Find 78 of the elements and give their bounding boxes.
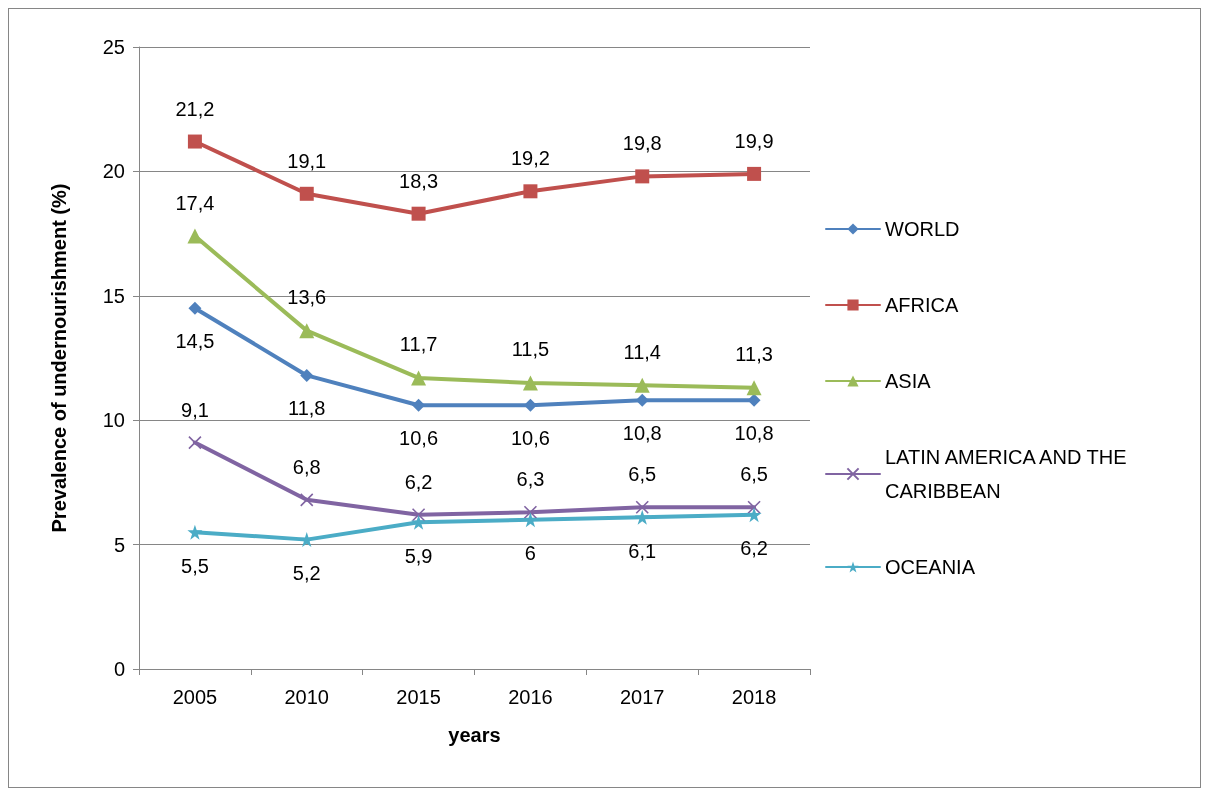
point xyxy=(522,375,538,391)
point xyxy=(522,512,538,528)
point xyxy=(187,524,203,540)
legend-label: LATIN AMERICA AND THE CARIBBEAN xyxy=(885,446,1133,502)
data-label: 6,3 xyxy=(516,468,545,491)
legend-label: ASIA xyxy=(885,370,932,392)
data-label: 13,6 xyxy=(287,286,327,309)
data-label: 6,2 xyxy=(404,470,433,493)
point xyxy=(411,206,426,221)
data-label: 18,3 xyxy=(399,169,439,192)
point xyxy=(523,505,538,520)
point xyxy=(188,301,202,315)
x-tick-label: 2016 xyxy=(508,686,553,708)
y-axis-title: Prevalence of undernourishment (%) xyxy=(48,183,70,533)
point xyxy=(634,377,650,393)
point xyxy=(747,500,761,515)
data-label: 21,2 xyxy=(175,97,215,120)
point xyxy=(635,393,649,407)
x-tick-label: 2005 xyxy=(172,686,218,708)
point xyxy=(523,184,538,199)
point xyxy=(411,370,427,386)
data-label: 5,2 xyxy=(292,562,321,585)
point xyxy=(300,368,314,382)
data-label: 10,8 xyxy=(622,421,662,444)
legend-label: WORLD xyxy=(885,218,960,240)
point xyxy=(299,323,315,339)
data-label: 6,5 xyxy=(628,463,657,486)
point xyxy=(635,500,650,515)
point xyxy=(635,169,650,184)
y-tick-label: 20 xyxy=(102,160,125,183)
data-label: 14,5 xyxy=(175,329,215,352)
data-label: 11,8 xyxy=(288,396,326,419)
data-label: 9,1 xyxy=(181,398,209,421)
point xyxy=(523,398,537,412)
point xyxy=(746,380,762,396)
x-tick-label: 2018 xyxy=(731,686,777,708)
data-label: 19,8 xyxy=(622,132,662,155)
data-label: 11,3 xyxy=(735,343,773,366)
y-tick-label: 5 xyxy=(113,533,125,556)
x-tick-label: 2010 xyxy=(284,686,329,708)
data-label: 19,9 xyxy=(734,129,774,152)
data-label: 6 xyxy=(524,542,536,565)
x-axis-title: years xyxy=(448,724,501,746)
data-label: 6,2 xyxy=(740,537,768,560)
data-label: 10,8 xyxy=(734,421,774,444)
data-label: 17,4 xyxy=(175,191,215,214)
point xyxy=(746,507,762,523)
x-tick-label: 2017 xyxy=(620,686,665,708)
point xyxy=(412,398,426,412)
y-tick-label: 15 xyxy=(102,284,125,307)
point xyxy=(187,134,202,149)
data-label: 6,1 xyxy=(628,539,657,562)
data-label: 10,6 xyxy=(510,426,550,449)
data-label: 19,2 xyxy=(510,147,550,170)
data-label: 6,8 xyxy=(292,456,321,479)
y-tick-label: 10 xyxy=(102,409,125,432)
data-label: 5,5 xyxy=(181,554,209,577)
point xyxy=(188,435,202,450)
point xyxy=(747,393,761,407)
y-tick-label: 0 xyxy=(113,658,125,680)
point xyxy=(411,514,427,530)
data-label: 5,9 xyxy=(404,544,433,567)
y-tick-label: 25 xyxy=(102,36,125,58)
data-label: 11,7 xyxy=(399,333,438,356)
point xyxy=(411,507,426,522)
point xyxy=(187,228,203,244)
data-label: 10,6 xyxy=(399,426,439,449)
data-label: 19,1 xyxy=(287,149,327,172)
point xyxy=(299,493,314,507)
data-label: 11,5 xyxy=(511,338,550,361)
point xyxy=(299,186,314,201)
point xyxy=(747,166,762,181)
legend-label: AFRICA xyxy=(885,294,959,316)
data-label: 6,5 xyxy=(740,463,768,486)
point xyxy=(634,509,650,525)
legend-label: OCEANIA xyxy=(885,556,976,578)
x-tick-label: 2015 xyxy=(396,686,441,708)
data-label: 11,4 xyxy=(623,340,661,363)
